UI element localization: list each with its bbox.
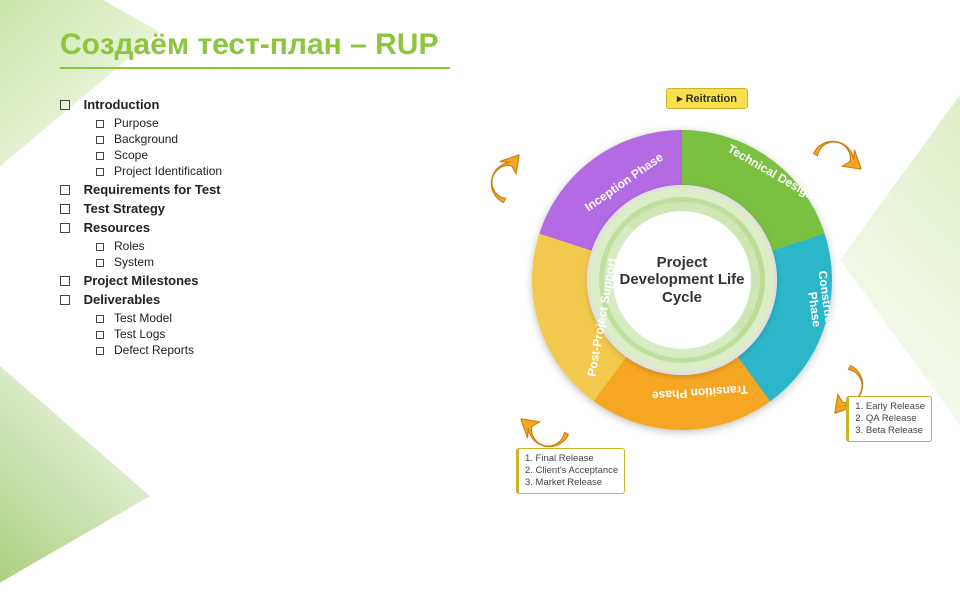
outline-sublabel: Background: [114, 132, 178, 146]
outline-label: Project Milestones: [84, 273, 199, 288]
checkbox-icon: [96, 347, 104, 355]
reiteration-badge: Reitration: [666, 88, 748, 109]
outline-label: Deliverables: [84, 292, 161, 307]
checkbox-icon: [96, 259, 104, 267]
checkbox-icon: [96, 136, 104, 144]
outline-sublabel: System: [114, 255, 154, 269]
outline-sublabel: Scope: [114, 148, 148, 162]
checkbox-icon: [60, 223, 70, 233]
outline-label: Introduction: [84, 97, 160, 112]
outline-sublabel: Defect Reports: [114, 343, 194, 357]
checkbox-icon: [96, 243, 104, 251]
outline-label: Requirements for Test: [84, 182, 221, 197]
checkbox-icon: [96, 315, 104, 323]
checkbox-icon: [60, 276, 70, 286]
outline-sublabel: Project Identification: [114, 164, 222, 178]
checkbox-icon: [96, 152, 104, 160]
slide: Создаём тест-план – RUP Introduction Pur…: [0, 0, 960, 540]
outline-sublabel: Purpose: [114, 116, 159, 130]
checkbox-icon: [60, 295, 70, 305]
outline-label: Resources: [84, 220, 150, 235]
title-underline: [60, 67, 450, 69]
checkbox-icon: [96, 168, 104, 176]
outline-sublabel: Test Logs: [114, 327, 165, 341]
diagram-center-label: Project Development Life Cycle: [612, 254, 752, 306]
checkbox-icon: [96, 331, 104, 339]
outline-label: Test Strategy: [84, 201, 165, 216]
slide-title: Создаём тест-план – RUP: [60, 28, 900, 61]
lifecycle-diagram: Reitration Project Development Life Cycl…: [492, 96, 872, 496]
checkbox-icon: [96, 120, 104, 128]
checkbox-icon: [60, 100, 70, 110]
outline-sublabel: Roles: [114, 239, 145, 253]
outline-sublabel: Test Model: [114, 311, 172, 325]
callout-final-release: 1. Final Release 2. Client's Acceptance …: [516, 448, 625, 494]
checkbox-icon: [60, 204, 70, 214]
callout-early-release: 1. Early Release 2. QA Release 3. Beta R…: [846, 396, 932, 442]
checkbox-icon: [60, 185, 70, 195]
